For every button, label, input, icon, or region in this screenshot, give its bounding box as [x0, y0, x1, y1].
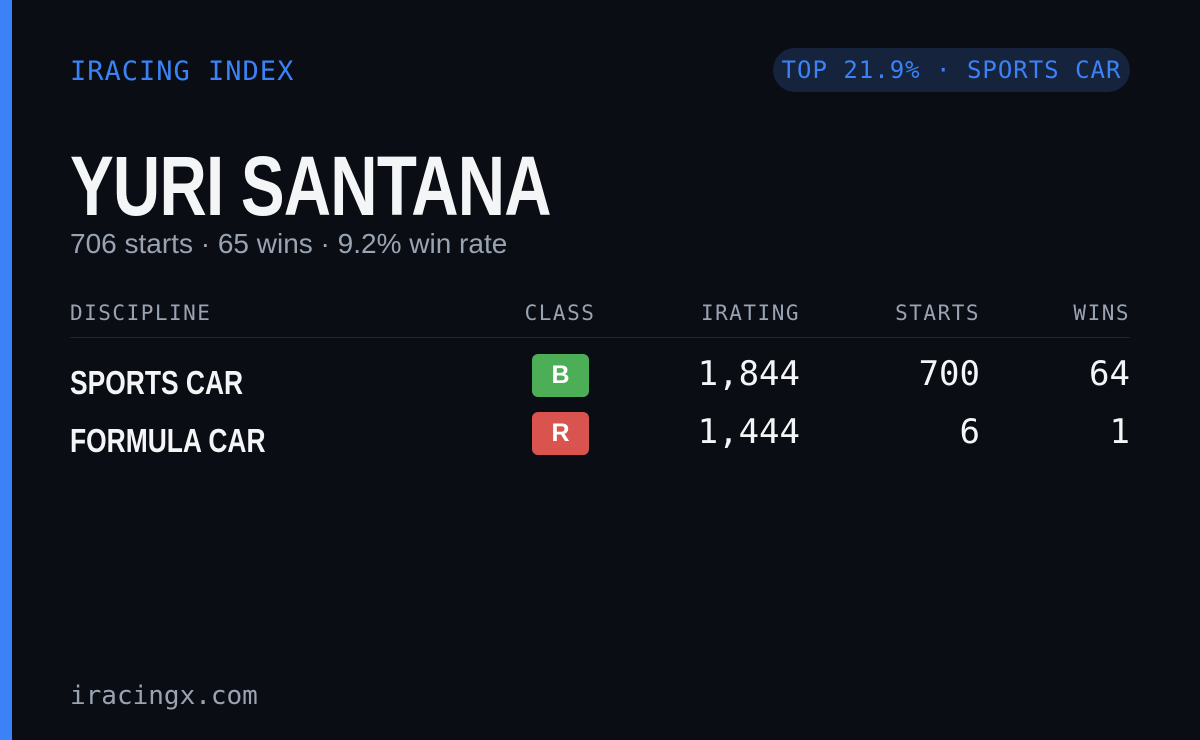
starts: 6 — [959, 412, 980, 452]
irating: 1,844 — [697, 354, 800, 394]
accent-stripe — [0, 0, 12, 740]
wins: 64 — [1089, 354, 1130, 394]
driver-name: YURI SANTANA — [70, 139, 552, 233]
column-header: IRATING — [700, 301, 800, 325]
class-badge: R — [532, 412, 589, 455]
brand: IRACING INDEX — [70, 56, 295, 87]
header-rule — [70, 337, 1130, 338]
wins: 1 — [1109, 412, 1130, 452]
driver-summary: 706 starts · 65 wins · 9.2% win rate — [70, 228, 508, 259]
column-header: DISCIPLINE — [70, 301, 212, 325]
irating: 1,444 — [697, 412, 800, 452]
starts: 700 — [918, 354, 980, 394]
discipline: SPORTS CAR — [70, 364, 244, 401]
class-badge: B — [532, 354, 589, 397]
discipline: FORMULA CAR — [70, 422, 266, 459]
site: iracingx.com — [70, 681, 258, 711]
column-header: CLASS — [524, 301, 596, 325]
column-header: WINS — [1073, 301, 1130, 325]
column-header: STARTS — [895, 301, 980, 325]
rank-badge: TOP 21.9% · SPORTS CAR — [773, 48, 1130, 92]
